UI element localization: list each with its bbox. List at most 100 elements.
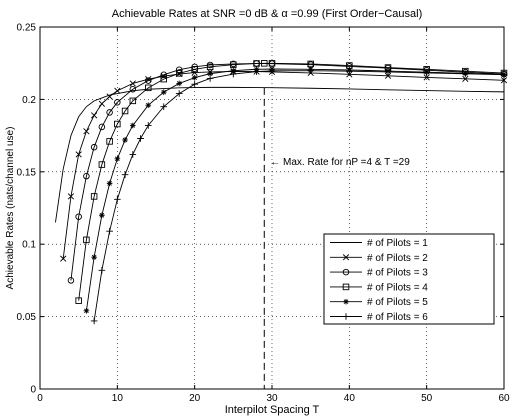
data-point [90, 317, 98, 325]
series-line [70, 63, 505, 281]
legend-marker [342, 313, 350, 320]
legend: # of Pilots = 1 # of Pilots = 2 # of Pilot… [323, 233, 495, 325]
y-tick-label: 0.1 [22, 240, 36, 251]
legend-label: # of Pilots = 4 [367, 282, 428, 293]
data-point [144, 122, 152, 129]
data-point [462, 70, 469, 78]
data-point [106, 138, 113, 145]
data-point [261, 60, 268, 67]
legend-label: # of Pilots = 5 [367, 297, 428, 308]
data-point [129, 80, 136, 87]
series-2 [60, 68, 508, 262]
data-point [191, 69, 198, 76]
axis-ticks: 0 10 20 30 40 50 60 0 0.05 0.1 0.15 0.2 0.25 [17, 23, 510, 405]
legend-item: # of Pilots = 1 [330, 238, 428, 249]
x-axis-label: Interpilot Spacing T [225, 404, 320, 416]
data-point [500, 71, 508, 78]
data-point [160, 103, 168, 110]
data-point [206, 75, 214, 82]
data-point [160, 75, 167, 83]
x-tick-label: 40 [344, 393, 356, 404]
y-tick-label: 0.15 [17, 167, 37, 178]
x-tick-label: 50 [421, 393, 433, 404]
data-point [75, 151, 82, 158]
legend-item: # of Pilots = 6 [330, 312, 428, 323]
x-tick-label: 30 [266, 393, 278, 404]
data-point [106, 109, 113, 116]
data-point [423, 69, 430, 77]
data-point [90, 143, 98, 151]
y-tick-label: 0.25 [17, 23, 37, 34]
legend-label: # of Pilots = 3 [367, 268, 428, 279]
data-point [114, 99, 121, 106]
data-point [106, 180, 113, 187]
data-point [462, 75, 469, 82]
data-point [191, 74, 198, 81]
data-point [90, 193, 98, 200]
data-point [121, 107, 129, 115]
data-point [307, 67, 314, 75]
series-1 [55, 86, 505, 223]
y-axis-label: Achievable Rates (nats/channel use) [5, 127, 16, 290]
data-point [83, 172, 90, 180]
data-point [67, 277, 75, 284]
x-tick-label: 10 [112, 393, 124, 404]
series-6 [90, 67, 508, 325]
legend-item: # of Pilots = 5 [330, 297, 428, 308]
data-point [129, 86, 137, 93]
data-point [75, 297, 82, 304]
x-tick-label: 20 [189, 393, 201, 404]
data-point [106, 227, 113, 235]
legend-item: # of Pilots = 4 [330, 282, 428, 293]
data-point [175, 66, 183, 73]
legend-label: # of Pilots = 2 [367, 253, 428, 264]
data-point [145, 77, 152, 84]
data-point [230, 70, 237, 78]
legend-label: # of Pilots = 6 [367, 312, 428, 323]
data-point [160, 89, 167, 95]
data-point [206, 63, 214, 71]
data-point [175, 90, 183, 97]
chart-title: Achievable Rates at SNR =0 dB & α =0.99 … [112, 8, 423, 20]
data-point [230, 61, 237, 68]
data-point [114, 87, 121, 94]
data-point [423, 74, 430, 81]
data-point [98, 266, 106, 274]
y-tick-label: 0.2 [22, 95, 36, 106]
data-point [176, 80, 182, 87]
legend-marker [342, 268, 350, 276]
data-point [75, 213, 82, 220]
legend-marker [343, 298, 349, 305]
data-point [137, 135, 144, 142]
data-point [268, 67, 276, 75]
data-point [130, 122, 136, 129]
data-point [160, 71, 167, 79]
data-point [384, 72, 392, 79]
data-point [145, 76, 152, 83]
series-line [78, 62, 505, 301]
data-point [122, 137, 128, 143]
legend-marker [342, 283, 350, 291]
legend-box [323, 233, 495, 325]
legend-item: # of Pilots = 3 [330, 268, 428, 279]
data-point [253, 68, 260, 75]
data-point [106, 93, 113, 100]
data-point [60, 255, 67, 262]
data-point [91, 254, 97, 261]
data-point [121, 171, 129, 178]
x-tick-label: 0 [37, 393, 43, 404]
data-point [384, 68, 392, 76]
data-point [207, 70, 213, 77]
data-point [346, 67, 353, 75]
data-point [83, 128, 90, 135]
data-point [91, 112, 98, 119]
data-point [129, 151, 137, 158]
data-point [230, 67, 237, 74]
data-point [500, 77, 508, 84]
legend-label: # of Pilots = 1 [367, 238, 428, 249]
max-rate-label: ← Max. Rate for nP =4 & T =29 [270, 157, 410, 168]
data-point [67, 193, 75, 200]
y-tick-label: 0.05 [17, 312, 37, 323]
data-point [114, 155, 121, 162]
